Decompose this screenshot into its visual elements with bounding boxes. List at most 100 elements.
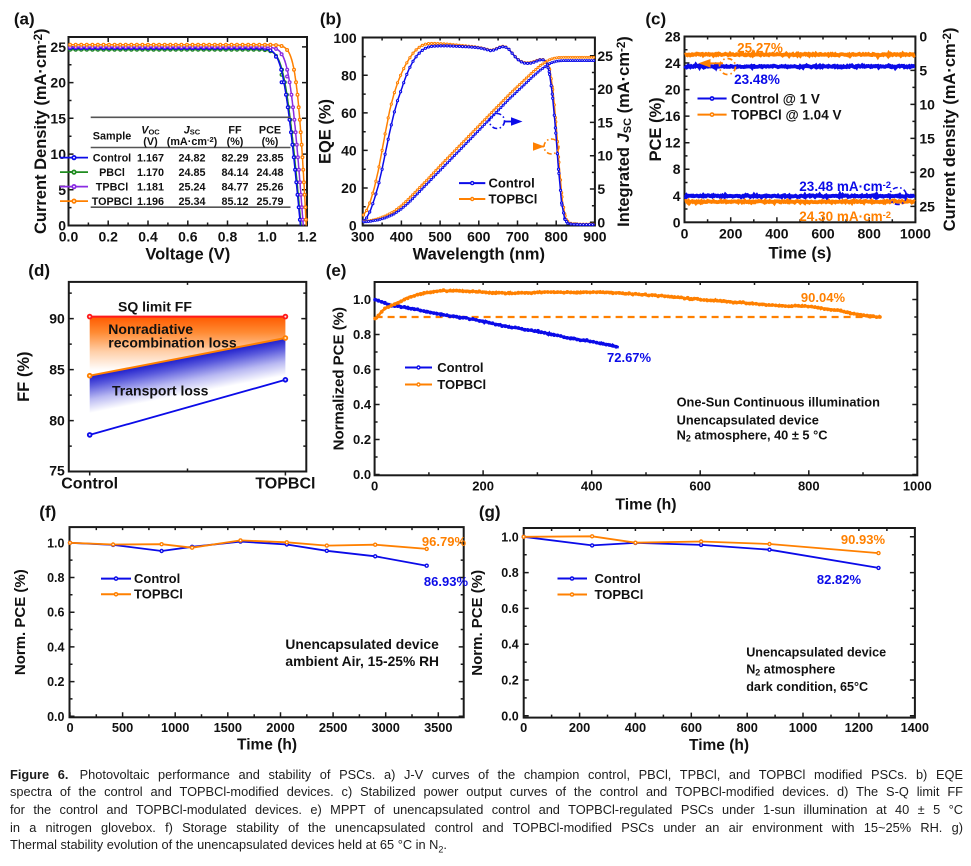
svg-text:(V): (V) — [143, 136, 158, 148]
svg-text:0: 0 — [371, 478, 378, 493]
svg-text:500: 500 — [428, 229, 452, 245]
svg-text:0.6: 0.6 — [501, 602, 518, 616]
svg-text:96.79%: 96.79% — [422, 534, 467, 549]
svg-text:1.2: 1.2 — [297, 229, 317, 245]
svg-text:84.14: 84.14 — [221, 167, 248, 179]
svg-text:90: 90 — [49, 311, 65, 327]
svg-text:20: 20 — [665, 82, 681, 98]
svg-text:0.8: 0.8 — [218, 229, 238, 245]
svg-text:1000: 1000 — [903, 478, 932, 493]
svg-text:10: 10 — [597, 148, 613, 164]
svg-text:0: 0 — [520, 720, 527, 735]
svg-text:1.181: 1.181 — [137, 181, 164, 193]
svg-text:1.0: 1.0 — [501, 530, 518, 544]
svg-text:N2 atmosphere: N2 atmosphere — [746, 663, 835, 678]
svg-text:25: 25 — [919, 198, 935, 214]
svg-text:400: 400 — [390, 229, 414, 245]
svg-text:90.04%: 90.04% — [801, 290, 846, 305]
svg-text:75: 75 — [49, 463, 65, 479]
svg-text:Transport loss: Transport loss — [112, 383, 209, 399]
svg-text:80: 80 — [49, 413, 65, 429]
svg-text:Time (s): Time (s) — [769, 244, 832, 262]
svg-text:0.2: 0.2 — [353, 432, 371, 447]
svg-text:Sample: Sample — [93, 131, 131, 143]
svg-text:24: 24 — [665, 55, 681, 71]
svg-text:0.8: 0.8 — [353, 327, 371, 342]
svg-text:0.8: 0.8 — [47, 571, 64, 585]
svg-text:25.34: 25.34 — [178, 196, 205, 208]
svg-text:400: 400 — [765, 225, 789, 241]
svg-text:72.67%: 72.67% — [607, 350, 652, 365]
svg-text:600: 600 — [467, 229, 491, 245]
svg-text:(f): (f) — [39, 503, 56, 522]
svg-text:0.4: 0.4 — [501, 638, 518, 652]
svg-text:Time (h): Time (h) — [615, 496, 676, 513]
svg-text:TOPBCl: TOPBCl — [437, 377, 486, 392]
svg-text:15: 15 — [597, 114, 613, 130]
svg-text:0.4: 0.4 — [353, 397, 372, 412]
svg-text:0: 0 — [673, 214, 681, 230]
svg-text:TOPBCl: TOPBCl — [134, 587, 183, 602]
svg-text:EQE (%): EQE (%) — [317, 99, 335, 164]
svg-text:0: 0 — [349, 218, 357, 234]
svg-text:0: 0 — [597, 214, 605, 230]
svg-text:25: 25 — [50, 39, 66, 55]
svg-text:25.24: 25.24 — [178, 181, 205, 193]
svg-text:0.8: 0.8 — [501, 566, 518, 580]
svg-text:TOPBCl: TOPBCl — [92, 196, 133, 208]
svg-text:1500: 1500 — [214, 720, 242, 735]
svg-text:10: 10 — [919, 96, 935, 112]
svg-text:0.6: 0.6 — [178, 229, 198, 245]
svg-text:Norm. PCE (%): Norm. PCE (%) — [469, 570, 486, 676]
svg-text:24.48: 24.48 — [256, 167, 283, 179]
svg-text:4: 4 — [673, 188, 681, 204]
svg-text:(b): (b) — [320, 10, 342, 29]
svg-text:dark condition, 65°C: dark condition, 65°C — [746, 680, 868, 694]
svg-text:Time (h): Time (h) — [689, 737, 749, 754]
svg-text:16: 16 — [665, 108, 681, 124]
svg-text:1200: 1200 — [845, 720, 873, 735]
svg-text:800: 800 — [545, 229, 569, 245]
svg-text:0.6: 0.6 — [47, 606, 64, 620]
svg-text:20: 20 — [597, 81, 613, 97]
svg-text:(mA·cm-2): (mA·cm-2) — [167, 135, 218, 148]
svg-text:Unencapsulated device: Unencapsulated device — [285, 637, 439, 652]
svg-text:24.30 mA·cm-2: 24.30 mA·cm-2 — [799, 209, 891, 224]
svg-text:20: 20 — [341, 180, 357, 196]
svg-text:15: 15 — [919, 130, 935, 146]
svg-text:TOPBCl: TOPBCl — [595, 587, 644, 602]
svg-text:0.4: 0.4 — [47, 640, 64, 654]
svg-text:25.27%: 25.27% — [737, 41, 783, 56]
svg-text:(c): (c) — [645, 10, 666, 29]
svg-text:SQ limit FF: SQ limit FF — [118, 299, 192, 315]
svg-text:0.0: 0.0 — [501, 709, 518, 723]
svg-text:0: 0 — [681, 225, 689, 241]
svg-text:(d): (d) — [28, 261, 50, 280]
svg-text:5: 5 — [58, 182, 66, 198]
svg-text:1.196: 1.196 — [137, 196, 164, 208]
svg-text:0: 0 — [66, 720, 73, 735]
svg-text:Normalized PCE (%): Normalized PCE (%) — [330, 307, 347, 450]
svg-text:400: 400 — [625, 720, 646, 735]
svg-text:5: 5 — [597, 181, 605, 197]
svg-text:1.0: 1.0 — [47, 536, 64, 550]
svg-text:Unencapsulated device: Unencapsulated device — [746, 646, 886, 660]
svg-text:Time (h): Time (h) — [237, 737, 297, 754]
svg-text:Control: Control — [61, 476, 118, 493]
svg-text:(g): (g) — [479, 503, 501, 522]
svg-text:JSC: JSC — [184, 125, 201, 137]
svg-text:800: 800 — [737, 720, 758, 735]
svg-text:TOPBCl @ 1.04 V: TOPBCl @ 1.04 V — [731, 107, 841, 122]
svg-text:15: 15 — [50, 110, 66, 126]
svg-text:28: 28 — [665, 29, 681, 45]
svg-text:N2 atmosphere, 40 ± 5 °C: N2 atmosphere, 40 ± 5 °C — [677, 428, 828, 444]
svg-text:40: 40 — [341, 142, 357, 158]
svg-text:900: 900 — [583, 229, 607, 245]
svg-text:3000: 3000 — [371, 720, 399, 735]
svg-text:25: 25 — [597, 48, 613, 64]
svg-text:200: 200 — [472, 478, 494, 493]
svg-text:84.77: 84.77 — [221, 181, 248, 193]
svg-text:0.2: 0.2 — [47, 675, 64, 689]
svg-text:Current density (mA·cm-2): Current density (mA·cm-2) — [941, 28, 959, 232]
svg-text:1400: 1400 — [901, 720, 929, 735]
